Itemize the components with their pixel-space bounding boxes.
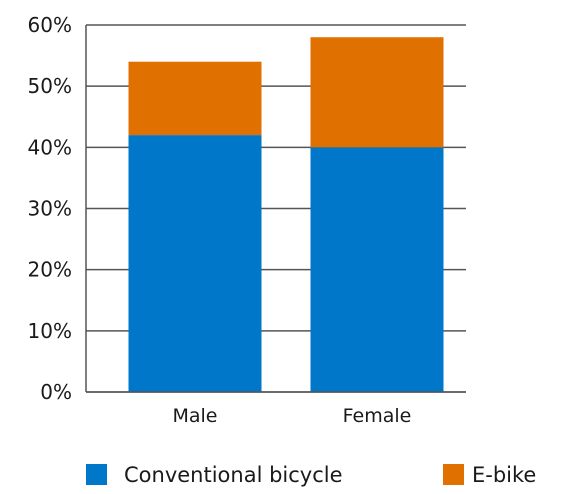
legend: Conventional bicycle E-bike <box>86 463 536 487</box>
x-tick-label: Female <box>343 405 412 427</box>
x-tick-label: Male <box>172 405 217 427</box>
y-tick-label: 10% <box>28 319 72 343</box>
x-axis: Male Female <box>172 405 411 427</box>
bar-female-e-bike <box>310 37 444 148</box>
y-tick-label: 40% <box>28 135 72 159</box>
bar-female-conventional-bicycle <box>310 147 444 392</box>
legend-label: Conventional bicycle <box>124 463 343 487</box>
bar-male-conventional-bicycle <box>128 135 262 392</box>
bar-male-e-bike <box>128 61 262 136</box>
y-tick-label: 60% <box>28 13 72 37</box>
y-tick-label: 30% <box>28 197 72 221</box>
y-tick-label: 50% <box>28 74 72 98</box>
y-tick-label: 0% <box>40 380 72 404</box>
legend-swatch <box>86 464 107 485</box>
y-axis: 0% 10% 20% 30% 40% 50% 60% <box>28 13 466 404</box>
legend-label: E-bike <box>472 463 536 487</box>
y-tick-label: 20% <box>28 258 72 282</box>
plot-area <box>128 37 444 392</box>
legend-swatch <box>443 464 464 485</box>
